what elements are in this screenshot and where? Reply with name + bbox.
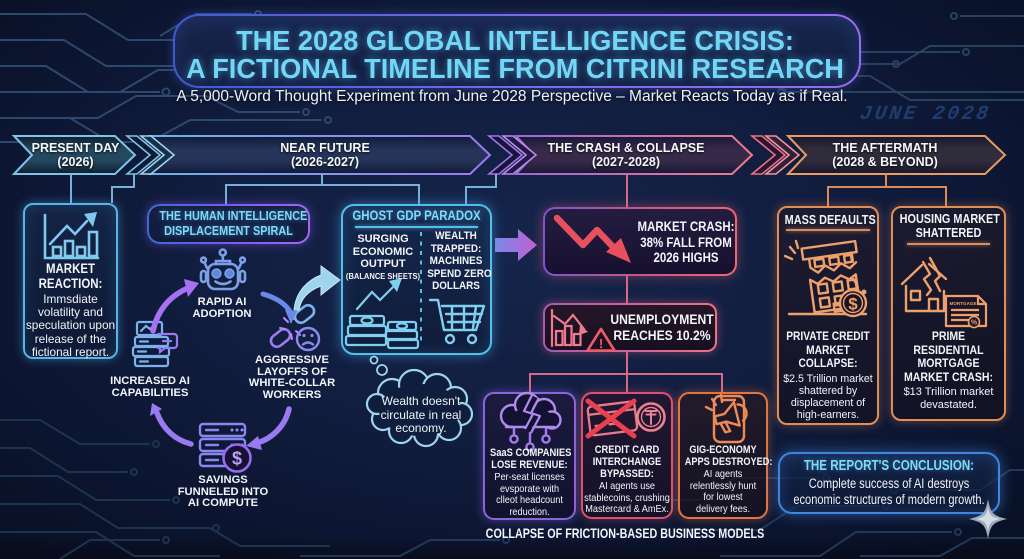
svg-text:MORTGAGE: MORTGAGE (949, 301, 976, 306)
svg-text:$: $ (232, 449, 242, 469)
svg-text:$: $ (848, 295, 858, 314)
svg-text:%: % (971, 320, 978, 327)
svg-text:!: ! (599, 336, 603, 351)
